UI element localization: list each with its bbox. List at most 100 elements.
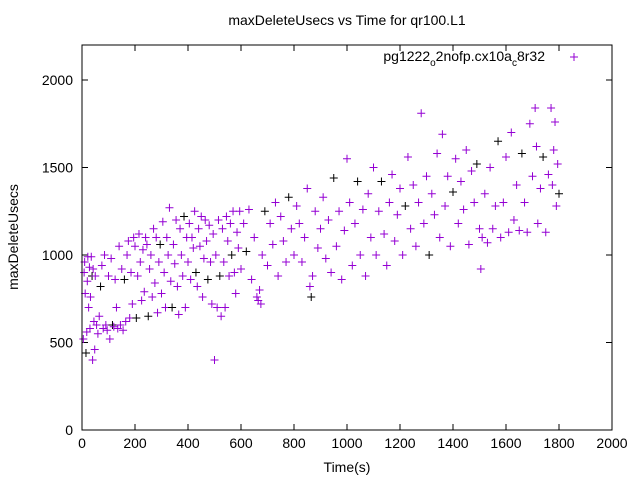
data-point [480, 189, 489, 198]
data-point [169, 240, 178, 249]
x-axis-label: Time(s) [324, 459, 371, 475]
data-point [85, 324, 94, 333]
data-point [184, 258, 192, 266]
data-point [95, 312, 104, 321]
data-point [97, 261, 106, 270]
data-point [486, 163, 495, 172]
data-point [446, 242, 455, 251]
data-point [213, 303, 222, 312]
data-point [242, 247, 251, 256]
data-point [164, 251, 173, 259]
data-point [88, 356, 97, 364]
data-point [345, 198, 354, 207]
data-point [181, 303, 190, 312]
data-point [303, 184, 312, 193]
x-tick-label: 600 [229, 435, 253, 451]
data-point [356, 251, 365, 259]
data-point [214, 216, 223, 224]
data-point [364, 189, 373, 198]
legend-marker-icon [570, 53, 578, 61]
data-point [256, 300, 265, 308]
data-point [226, 219, 235, 228]
data-point [467, 167, 476, 175]
data-point [369, 163, 378, 172]
data-point [451, 154, 460, 163]
legend-label: pg1222o2nofp.cx10ac8r32 [383, 48, 545, 69]
data-point [435, 233, 444, 242]
x-tick-label: 1800 [543, 435, 574, 451]
data-point [215, 272, 224, 280]
data-point [478, 233, 487, 242]
data-point [116, 321, 125, 329]
data-point [380, 230, 389, 238]
data-point [459, 205, 468, 214]
data-point [274, 272, 283, 280]
data-point [117, 265, 126, 273]
data-point [203, 275, 212, 284]
data-point [260, 207, 269, 216]
data-point [129, 233, 138, 242]
x-tick-label: 800 [282, 435, 306, 451]
data-point [123, 251, 132, 259]
data-point [90, 345, 99, 354]
data-point [555, 189, 563, 198]
data-point [454, 219, 463, 228]
data-point [385, 198, 394, 207]
data-point [422, 172, 431, 181]
y-tick-label: 1500 [42, 160, 73, 176]
data-point [231, 289, 240, 298]
data-point [107, 254, 116, 263]
plot-border [81, 44, 613, 431]
x-tick-label: 200 [123, 435, 147, 451]
y-tick-label: 0 [65, 422, 73, 438]
data-point [84, 303, 93, 312]
data-point [337, 275, 346, 284]
data-point [86, 293, 95, 301]
data-point [132, 314, 141, 322]
data-point [307, 293, 316, 301]
data-point [142, 240, 151, 249]
data-point [343, 154, 351, 163]
data-point [528, 172, 537, 181]
data-point [93, 329, 102, 338]
data-point [227, 251, 236, 259]
data-point [104, 272, 113, 280]
y-tick-label: 1000 [42, 247, 73, 263]
data-point [105, 335, 114, 343]
data-point [219, 258, 228, 266]
data-point [109, 322, 118, 331]
data-point [401, 202, 410, 210]
data-point [438, 130, 447, 139]
data-point [120, 275, 129, 284]
data-point [252, 293, 261, 301]
data-point [119, 326, 128, 335]
data-point [382, 261, 391, 270]
data-point [295, 219, 304, 228]
data-point [81, 349, 90, 357]
data-point [393, 210, 402, 219]
data-point [206, 258, 215, 266]
data-point [233, 228, 242, 237]
data-point [406, 224, 415, 233]
data-point [134, 230, 143, 238]
data-point [544, 170, 553, 179]
data-point [108, 321, 117, 329]
data-point [523, 228, 532, 237]
data-point [276, 212, 285, 221]
data-point [548, 181, 557, 189]
data-point [146, 251, 155, 259]
data-point [178, 272, 187, 280]
data-point [350, 219, 359, 228]
data-point [502, 153, 510, 161]
data-point [483, 238, 492, 247]
data-point [290, 251, 298, 259]
data-point [321, 254, 330, 263]
data-point [187, 233, 196, 242]
data-point [127, 268, 136, 277]
data-point [377, 177, 386, 186]
data-point [499, 198, 508, 207]
data-point [185, 219, 194, 228]
data-point [476, 265, 485, 273]
data-point [96, 282, 105, 291]
